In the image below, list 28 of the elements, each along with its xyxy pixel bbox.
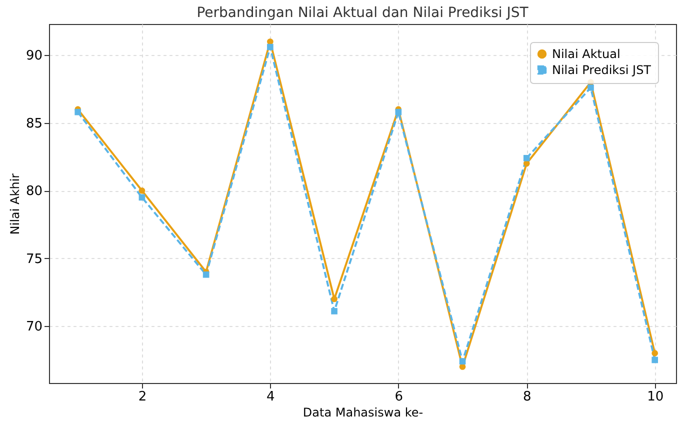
point: [523, 154, 530, 162]
point: [331, 296, 338, 302]
x-tick-label: 8: [522, 390, 532, 404]
x-tick-label: 2: [138, 390, 147, 404]
point: [652, 350, 658, 356]
point: [74, 108, 82, 116]
point: [138, 187, 146, 194]
point: [331, 308, 338, 314]
point: [652, 356, 658, 364]
point: [395, 108, 402, 116]
y-tick-label: 90: [26, 48, 42, 64]
y-tick-label: 80: [26, 184, 42, 200]
x-tick-label: 6: [394, 390, 404, 404]
y-tick-label: 85: [26, 116, 42, 132]
x-tick-label: 4: [266, 390, 275, 404]
y-tick-label: 70: [26, 320, 42, 335]
x-tick-label: 10: [647, 390, 664, 404]
legend-label: Nilai Prediksi JST: [552, 63, 652, 77]
legend-label: Nilai Aktual: [552, 47, 620, 61]
point: [588, 84, 594, 91]
y-tick-label: 75: [26, 252, 42, 267]
point: [138, 194, 146, 201]
point: [459, 358, 466, 364]
y-axis-title: Nilai Akhir: [8, 173, 22, 235]
point: [267, 44, 274, 50]
x-axis-title: Data Mahasiswa ke-: [302, 406, 424, 420]
chart-title: Perbandingan Nilai Aktual dan Nilai Prediksi JST: [196, 5, 529, 21]
point: [202, 271, 210, 278]
